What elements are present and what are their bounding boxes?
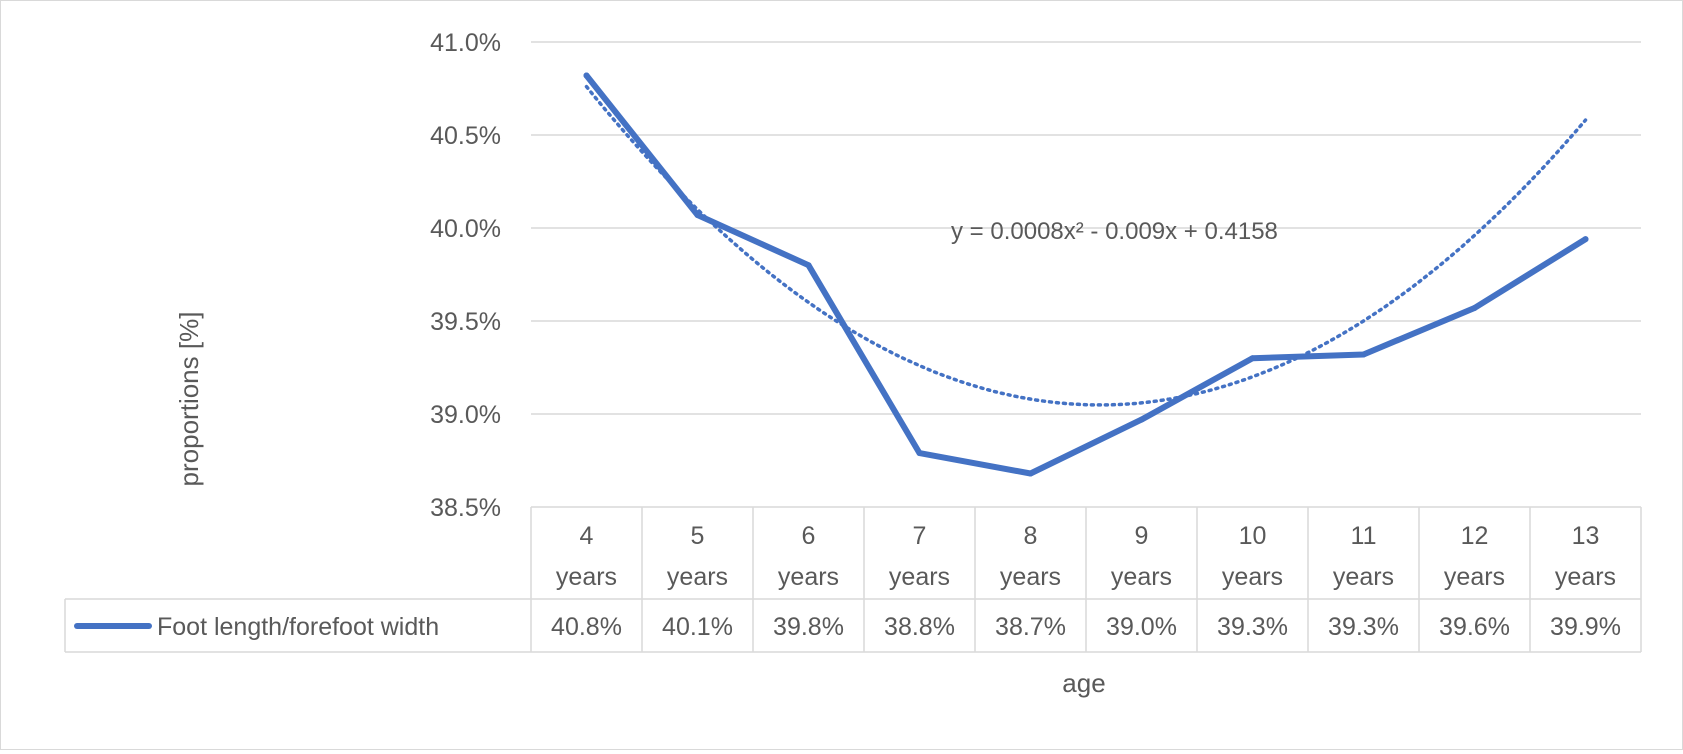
category-unit: years	[667, 563, 728, 591]
category-number: 13	[1572, 522, 1600, 550]
trendline-group	[584, 84, 1588, 407]
x-axis-label: age	[1062, 668, 1105, 698]
table-value: 39.0%	[1106, 613, 1177, 641]
data-point	[583, 72, 590, 79]
table-value: 39.6%	[1439, 613, 1510, 641]
y-axis-ticks: 41.0% 40.5% 40.0% 39.5% 39.0% 38.5%	[430, 29, 501, 522]
category-number: 6	[802, 522, 816, 550]
data-point	[1138, 416, 1145, 423]
legend-series-name: Foot length/forefoot width	[157, 613, 439, 641]
series-group	[583, 72, 1589, 477]
data-point	[1582, 236, 1589, 243]
trendline-equation: y = 0.0008x² - 0.009x + 0.4158	[951, 218, 1278, 245]
category-number: 8	[1024, 522, 1038, 550]
y-tick-label: 38.5%	[430, 494, 501, 522]
data-point	[1027, 470, 1034, 477]
category-number: 5	[691, 522, 705, 550]
table-value: 38.8%	[884, 613, 955, 641]
data-table: 4 years 5 years 6 years 7 years 8 years 9 years 10 ye…	[64, 506, 1642, 653]
y-tick-label: 39.0%	[430, 401, 501, 429]
table-value: 40.8%	[551, 613, 622, 641]
category-number: 9	[1135, 522, 1149, 550]
category-unit: years	[1111, 563, 1172, 591]
category-unit: years	[889, 563, 950, 591]
data-point	[805, 262, 812, 269]
y-tick-label: 41.0%	[430, 29, 501, 57]
category-unit: years	[1000, 563, 1061, 591]
category-unit: years	[1222, 563, 1283, 591]
data-point	[916, 450, 923, 457]
table-value: 39.3%	[1328, 613, 1399, 641]
table-value: 40.1%	[662, 613, 733, 641]
series-line	[583, 72, 1589, 477]
category-number: 12	[1461, 522, 1489, 550]
category-unit: years	[556, 563, 617, 591]
data-points	[583, 72, 1589, 477]
y-tick-label: 39.5%	[430, 308, 501, 336]
category-unit: years	[1333, 563, 1394, 591]
category-unit: years	[778, 563, 839, 591]
category-number: 11	[1351, 522, 1377, 550]
category-number: 7	[913, 522, 927, 550]
y-axis-label: proportions [%]	[174, 312, 204, 487]
category-number: 10	[1239, 522, 1267, 550]
data-point	[694, 211, 701, 218]
table-value: 39.9%	[1550, 613, 1621, 641]
y-tick-label: 40.0%	[430, 215, 501, 243]
data-point	[1249, 355, 1256, 362]
trendline	[584, 84, 1588, 407]
data-point	[1360, 351, 1367, 358]
table-value: 39.3%	[1217, 613, 1288, 641]
y-tick-label: 40.5%	[430, 122, 501, 150]
category-unit: years	[1555, 563, 1616, 591]
category-number: 4	[580, 522, 594, 550]
data-point	[1471, 304, 1478, 311]
category-unit: years	[1444, 563, 1505, 591]
table-value: 38.7%	[995, 613, 1066, 641]
table-value: 39.8%	[773, 613, 844, 641]
